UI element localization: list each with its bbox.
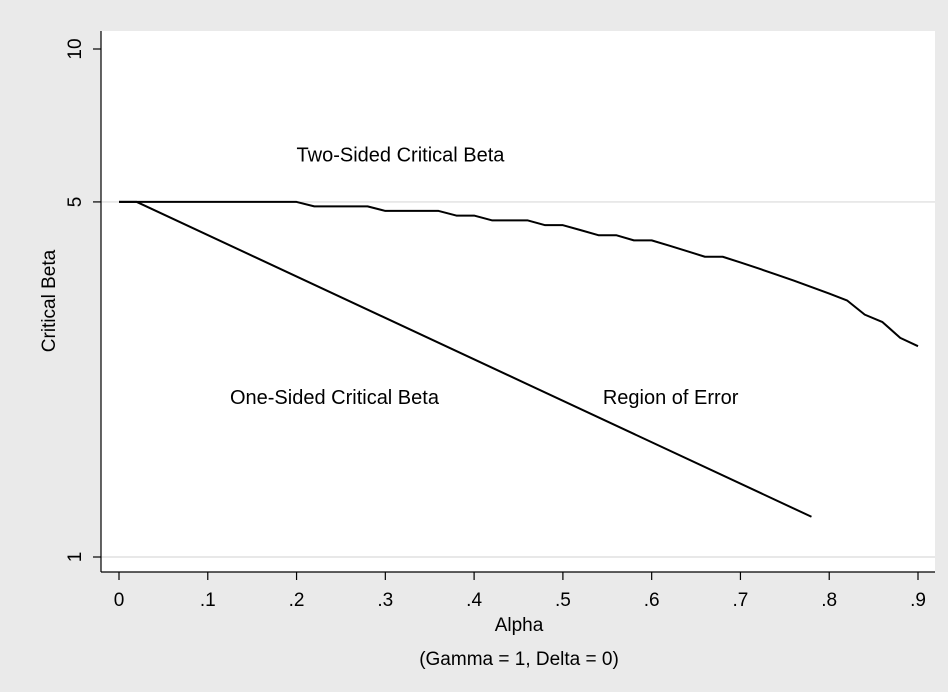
one-sided-critical-beta-line [119,200,812,518]
x-tick-label: .9 [910,590,926,611]
series-lines [119,200,919,518]
x-tick-label: 0 [114,590,125,611]
x-tick-label: .3 [377,590,393,611]
x-axis-label: Alpha [495,615,544,636]
x-tick-label: .1 [200,590,216,611]
y-tick-label: 10 [65,38,86,59]
y-tick-label: 5 [65,197,86,208]
annotation-label: Two-Sided Critical Beta [297,145,506,167]
annotation-label: One-Sided Critical Beta [230,387,440,409]
y-tick-label: 1 [65,552,86,563]
plot-area [101,31,935,572]
x-axis-ticks: 0 .1 .2 .3 .4 .5 .6 .7 .8 .9 [114,572,926,611]
y-axis-label: Critical Beta [39,249,60,352]
x-axis-note: (Gamma = 1, Delta = 0) [419,649,619,670]
annotations: Two-Sided Critical Beta One-Sided Critica… [230,145,739,409]
x-tick-label: .6 [644,590,660,611]
x-tick-label: .8 [821,590,837,611]
two-sided-critical-beta-line [119,200,919,348]
x-tick-label: .4 [466,590,482,611]
x-tick-label: .2 [289,590,305,611]
x-tick-label: .5 [555,590,571,611]
x-tick-label: .7 [733,590,749,611]
annotation-label: Region of Error [603,387,739,409]
